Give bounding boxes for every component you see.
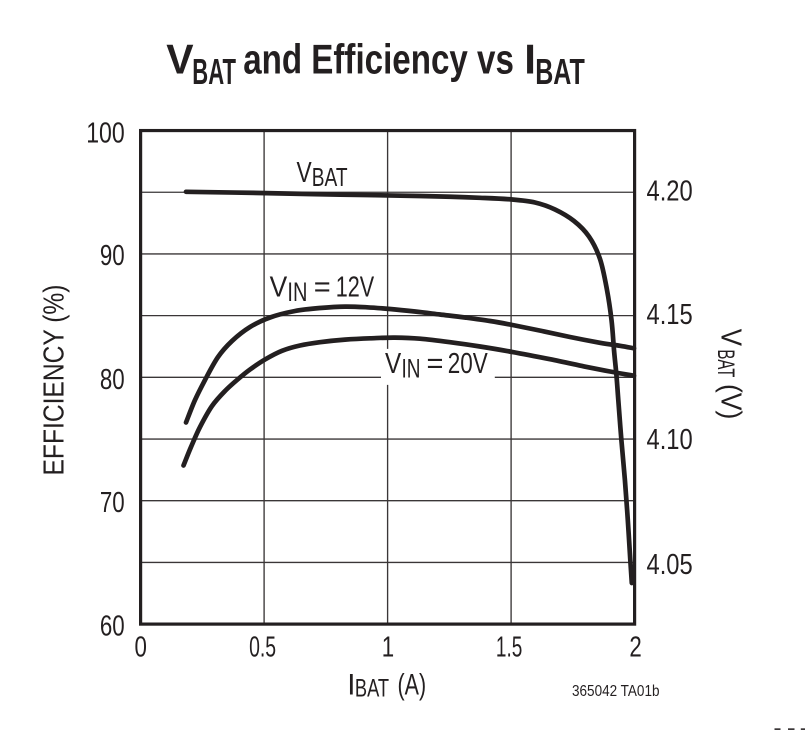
svg-text:20V: 20V <box>448 348 489 380</box>
svg-text:IN: IN <box>287 277 307 307</box>
svg-text:V: V <box>385 348 402 380</box>
svg-text:I: I <box>347 668 355 701</box>
svg-text:4.10: 4.10 <box>647 424 693 456</box>
svg-text:90: 90 <box>100 240 125 272</box>
svg-text:80: 80 <box>100 364 125 396</box>
svg-text:(V): (V) <box>715 384 747 419</box>
svg-text:V: V <box>297 157 313 189</box>
svg-text:70: 70 <box>100 487 125 519</box>
svg-text:4.15: 4.15 <box>647 299 693 331</box>
svg-text:4.20: 4.20 <box>647 175 693 207</box>
svg-text:IN: IN <box>402 353 421 383</box>
svg-text:BAT: BAT <box>712 349 739 377</box>
svg-text:V: V <box>270 272 288 304</box>
svg-text:100: 100 <box>86 117 125 149</box>
svg-text:1.5: 1.5 <box>496 632 522 664</box>
svg-text:EFFICIENCY (%): EFFICIENCY (%) <box>39 285 71 476</box>
svg-text:BAT: BAT <box>312 162 348 192</box>
svg-text:1: 1 <box>382 632 394 664</box>
svg-text:V: V <box>166 36 193 83</box>
svg-text:4.05: 4.05 <box>647 549 693 581</box>
svg-text:0.5: 0.5 <box>249 632 276 664</box>
svg-text:2: 2 <box>629 632 641 664</box>
svg-text:365042 TA01b: 365042 TA01b <box>572 683 660 700</box>
svg-text:=: = <box>427 348 444 380</box>
svg-text:12V: 12V <box>336 272 375 304</box>
svg-text:=: = <box>314 272 331 304</box>
svg-text:BAT: BAT <box>355 674 389 702</box>
svg-text:I: I <box>524 36 536 83</box>
svg-text:BAT: BAT <box>192 51 236 92</box>
svg-text:and Efficiency vs: and Efficiency vs <box>243 36 514 83</box>
svg-text:BAT: BAT <box>535 51 585 92</box>
svg-text:(A): (A) <box>398 668 427 701</box>
svg-text:V: V <box>715 329 747 347</box>
svg-text:60: 60 <box>100 611 125 643</box>
svg-text:0: 0 <box>135 632 147 664</box>
